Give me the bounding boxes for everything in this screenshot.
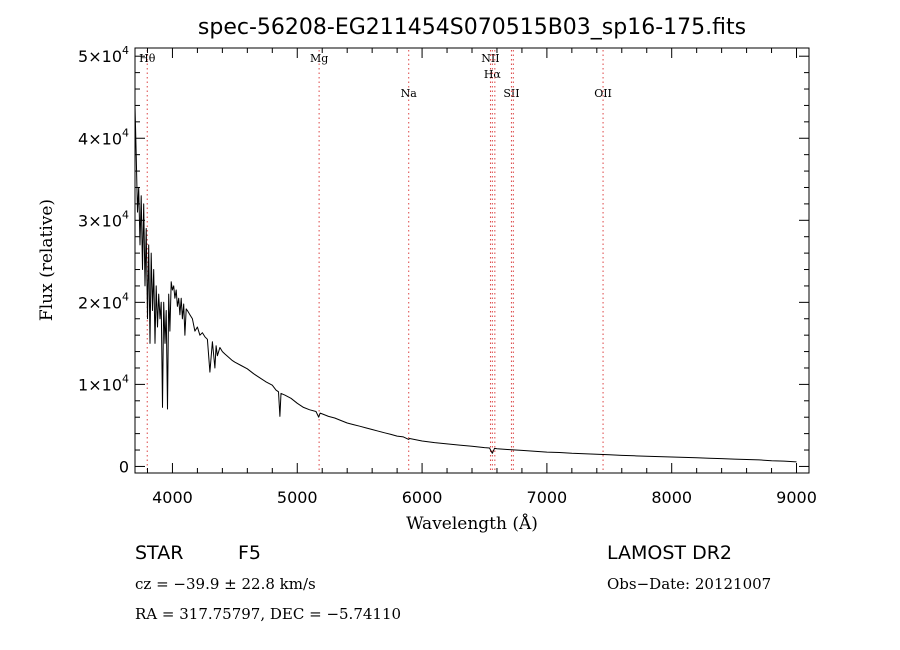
spectral-subclass: F5 xyxy=(238,542,262,564)
plot-frame xyxy=(134,47,810,474)
y-tick-label: 3×104 xyxy=(78,208,129,230)
y-axis-label: Flux (relative) xyxy=(37,199,57,321)
chart-title: spec-56208-EG211454S070515B03_sp16-175.f… xyxy=(198,15,746,40)
axis-ticks: 4000 5000 6000 7000 8000 9000 0 1×104 2×104 3×104… xyxy=(78,44,817,507)
y-tick-label: 4×104 xyxy=(78,126,129,148)
emission-line-label: Na xyxy=(401,87,418,100)
x-tick-label: 5000 xyxy=(277,488,318,507)
x-tick-label: 7000 xyxy=(527,488,568,507)
x-tick-label: 9000 xyxy=(776,488,817,507)
emission-line-label: OII xyxy=(594,87,612,100)
survey-name: LAMOST DR2 xyxy=(607,542,732,564)
y-tick-label: 5×104 xyxy=(78,44,129,66)
y-tick-label: 2×104 xyxy=(78,290,129,312)
y-tick-label: 1×104 xyxy=(78,372,129,394)
x-tick-label: 8000 xyxy=(651,488,692,507)
coordinates: RA = 317.75797, DEC = −5.74110 xyxy=(135,605,402,623)
object-type: STAR xyxy=(135,542,184,564)
emission-line-label: NII xyxy=(481,52,499,65)
y-tick-label: 0 xyxy=(119,457,129,476)
spectrum-chart: spec-56208-EG211454S070515B03_sp16-175.f… xyxy=(37,15,817,534)
redshift-cz: cz = −39.9 ± 22.8 km/s xyxy=(135,575,316,593)
emission-line-label: Hα xyxy=(484,68,502,81)
emission-line-label: Hθ xyxy=(139,52,156,65)
x-tick-label: 6000 xyxy=(402,488,443,507)
observation-date: Obs−Date: 20121007 xyxy=(607,575,772,593)
spectrum-line xyxy=(134,105,797,463)
spectrum-series xyxy=(134,105,797,463)
emission-line-label: Mg xyxy=(310,52,328,65)
x-tick-label: 4000 xyxy=(152,488,193,507)
x-axis-label: Wavelength (Å) xyxy=(406,513,538,534)
emission-line-label: SII xyxy=(503,87,519,100)
